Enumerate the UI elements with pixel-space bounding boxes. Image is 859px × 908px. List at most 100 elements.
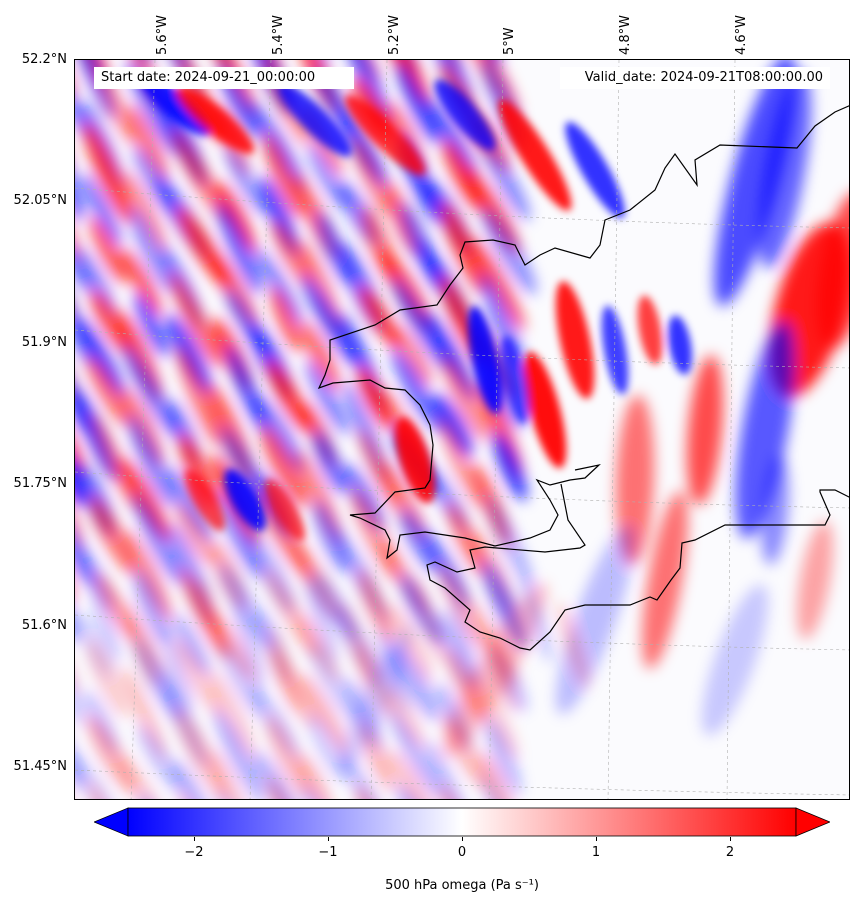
descent-band xyxy=(89,577,121,663)
start-date-label: Start date: 2024-09-21_00:00:00 xyxy=(94,67,354,89)
ascent-band xyxy=(86,715,136,795)
descent-band xyxy=(482,142,531,221)
colorbar-tick-label: 0 xyxy=(457,845,467,860)
lat-label-51-45n: 51.45°N xyxy=(13,759,67,774)
descent-band xyxy=(132,493,182,584)
descent-band xyxy=(396,62,439,144)
gridline-lat-2 xyxy=(75,329,849,369)
colorbar-svg xyxy=(92,807,832,837)
ascent-band xyxy=(296,753,333,799)
ascent-band xyxy=(89,495,136,575)
descent-band xyxy=(75,63,94,142)
descent-band xyxy=(521,577,553,663)
ascent-band xyxy=(169,272,221,368)
descent-band xyxy=(714,60,796,306)
ascent-band xyxy=(89,217,128,285)
ascent-band xyxy=(86,639,129,719)
ascent-band xyxy=(270,287,302,353)
colorbar-body xyxy=(127,807,797,837)
colorbar-tickmark xyxy=(328,837,329,841)
colorbar-tickmark xyxy=(194,837,195,841)
ascent-band xyxy=(816,191,849,349)
descent-band xyxy=(493,432,528,501)
descent-band xyxy=(133,569,170,645)
colorbar-extend-min xyxy=(92,807,129,837)
descent-band xyxy=(301,275,358,367)
colorbar-tick-label: 2 xyxy=(725,845,735,860)
coastline-north xyxy=(317,105,849,560)
ascent-band xyxy=(174,708,228,799)
ascent-band xyxy=(413,577,445,663)
ascent-core xyxy=(523,351,567,469)
descent-core xyxy=(139,74,211,136)
descent-band xyxy=(121,344,179,439)
ascent-band xyxy=(266,359,312,433)
descent-core xyxy=(467,306,503,414)
ascent-core xyxy=(185,469,225,531)
ascent-band xyxy=(260,425,307,508)
ascent-band xyxy=(615,395,655,565)
colorbar-tick-label: −1 xyxy=(318,845,338,860)
descent-band xyxy=(161,627,193,713)
valid-date-label: Valid_date: 2024-09-21T08:00:00.00 xyxy=(560,67,830,89)
lon-label-5-4w: 5.4°W xyxy=(271,14,286,55)
descent-band xyxy=(252,393,304,472)
ascent-band xyxy=(470,237,526,331)
gridline-lat-4 xyxy=(75,614,849,651)
ascent-band xyxy=(173,638,223,718)
descent-band xyxy=(312,429,347,495)
coastline xyxy=(317,105,849,651)
lat-label-51-75n: 51.75°N xyxy=(13,476,67,491)
ascent-band xyxy=(121,666,167,761)
ascent-band xyxy=(123,171,167,253)
ascent-band xyxy=(441,355,488,442)
descent-band xyxy=(735,321,795,539)
descent-band xyxy=(388,709,441,799)
ascent-band xyxy=(351,136,391,217)
descent-band xyxy=(484,717,522,796)
ascent-band xyxy=(686,355,724,505)
descent-band xyxy=(701,584,769,736)
lat-label-51-6n: 51.6°N xyxy=(21,618,67,633)
descent-band xyxy=(342,60,390,125)
descent-band xyxy=(392,277,448,370)
ascent-core xyxy=(175,86,255,154)
descent-band xyxy=(377,627,409,713)
ascent-band xyxy=(90,290,132,355)
colorbar xyxy=(92,807,832,837)
colorbar-tick-label: −2 xyxy=(184,845,204,860)
descent-band xyxy=(75,199,92,294)
gridline-lat-3 xyxy=(75,471,849,509)
lat-label-52-2n: 52.2°N xyxy=(21,52,67,67)
lon-label-5-6w: 5.6°W xyxy=(155,14,170,55)
lat-label-51-9n: 51.9°N xyxy=(21,335,67,350)
ascent-band xyxy=(358,569,394,644)
descent-band xyxy=(305,360,349,435)
ascent-band xyxy=(197,577,229,663)
descent-core xyxy=(278,83,352,157)
colorbar-label: 500 hPa omega (Pa s⁻¹) xyxy=(385,878,539,893)
ascent-band xyxy=(269,627,301,713)
descent-band xyxy=(449,602,481,688)
descent-band xyxy=(307,143,347,210)
ascent-core xyxy=(555,281,595,399)
ascent-core xyxy=(345,95,425,175)
ascent-band xyxy=(391,324,433,386)
descent-band xyxy=(233,602,265,688)
descent-band xyxy=(758,71,812,269)
descent-core xyxy=(224,469,266,531)
ascent-band xyxy=(120,248,163,316)
gridlines xyxy=(75,60,849,799)
descent-band xyxy=(75,270,94,366)
descent-band xyxy=(481,207,537,295)
ascent-band xyxy=(642,491,688,669)
descent-band xyxy=(170,760,210,799)
descent-core xyxy=(500,335,530,425)
ascent-band xyxy=(209,669,256,759)
descent-band xyxy=(215,491,263,579)
gridline-lat-1 xyxy=(75,187,849,229)
ascent-core xyxy=(498,99,572,211)
ascent-band xyxy=(557,602,589,688)
ascent-band xyxy=(95,572,137,641)
map-panel[interactable] xyxy=(74,59,850,800)
